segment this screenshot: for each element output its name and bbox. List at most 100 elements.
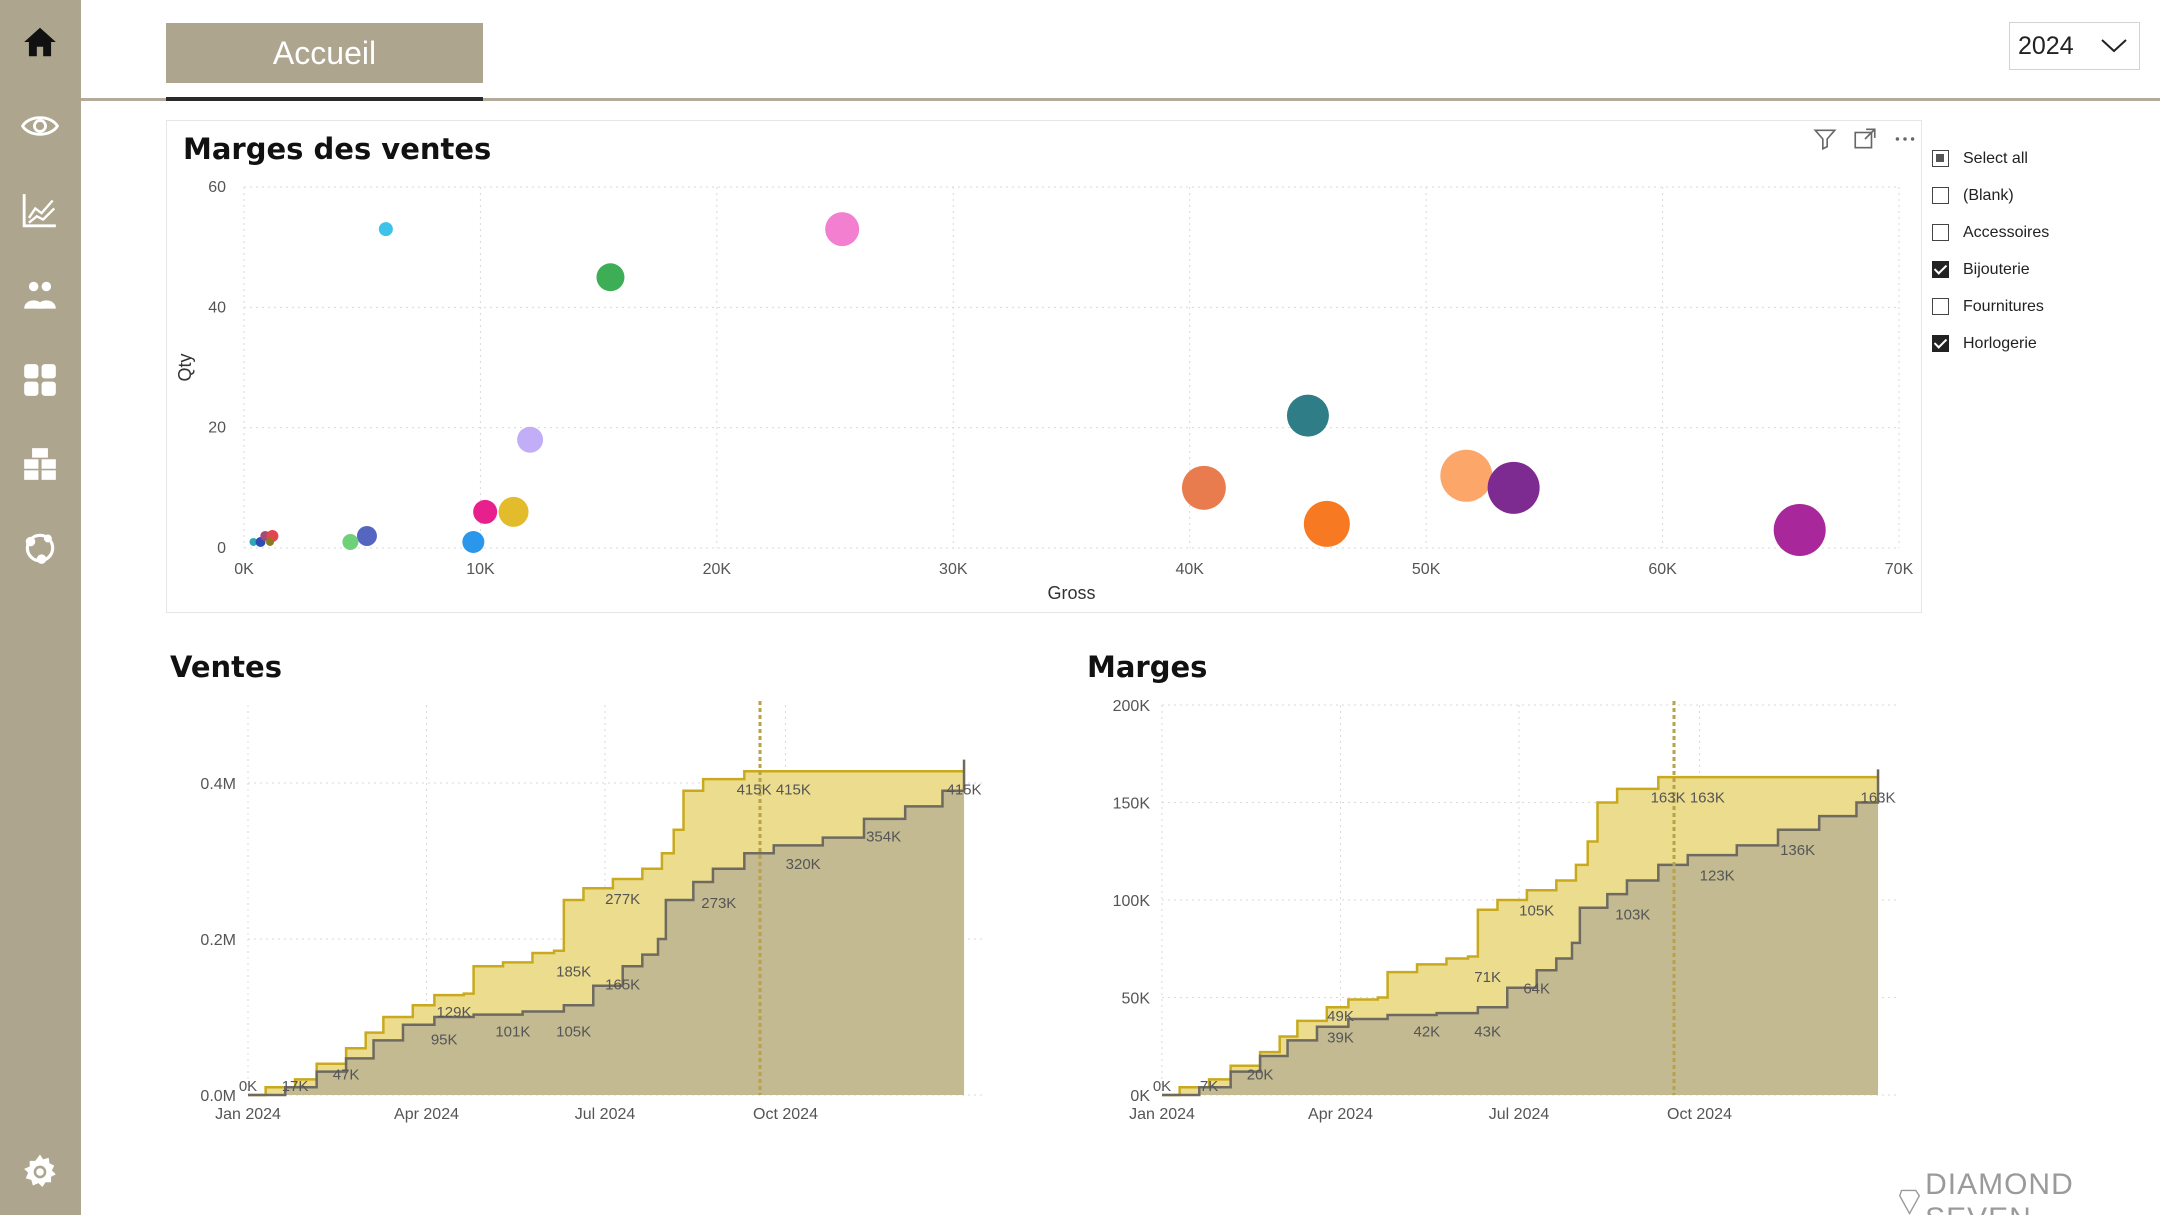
data-label: 101K xyxy=(495,1024,530,1041)
scatter-point xyxy=(266,537,275,546)
slicer-item-fournitures[interactable]: Fournitures xyxy=(1932,288,2152,325)
category-slicer: Select all (Blank) Accessoires Bijouteri… xyxy=(1932,140,2152,362)
lower-area xyxy=(248,759,965,1095)
home-icon[interactable] xyxy=(18,20,62,64)
filter-icon[interactable] xyxy=(1812,126,1838,152)
data-label: 103K xyxy=(1615,907,1650,924)
gear-icon[interactable] xyxy=(18,1150,62,1194)
network-icon[interactable] xyxy=(18,526,62,570)
focus-mode-icon[interactable] xyxy=(1852,126,1878,152)
header-divider xyxy=(81,98,2160,101)
x-axis-label: Gross xyxy=(1047,583,1095,603)
data-label: 320K xyxy=(786,856,821,873)
y-tick-label: 200K xyxy=(1113,698,1151,715)
people-icon[interactable] xyxy=(18,274,62,318)
x-tick-label: 40K xyxy=(1175,561,1204,578)
scatter-point xyxy=(825,212,860,247)
checkbox[interactable] xyxy=(1932,261,1949,278)
grid-icon[interactable] xyxy=(18,358,62,402)
data-label: 7K xyxy=(1200,1078,1218,1095)
brand-logo: DIAMOND SEVEN xyxy=(1898,1168,2160,1215)
marges-title: Marges xyxy=(1087,650,1208,684)
data-label: 20K xyxy=(1247,1066,1274,1083)
y-tick-label: 0.0M xyxy=(200,1088,236,1105)
checkbox[interactable] xyxy=(1932,224,1949,241)
scatter-card xyxy=(166,120,1922,613)
slicer-label: Horlogerie xyxy=(1963,334,2037,352)
checkbox[interactable] xyxy=(1932,150,1949,167)
x-tick-label: 0K xyxy=(234,561,254,578)
boxes-icon[interactable] xyxy=(18,442,62,486)
data-label: 277K xyxy=(605,891,640,908)
x-tick-label: 70K xyxy=(1885,561,1914,578)
slicer-item-horlogerie[interactable]: Horlogerie xyxy=(1932,325,2152,362)
data-label: 273K xyxy=(701,895,736,912)
scatter-point xyxy=(1181,465,1226,510)
y-tick-label: 0.2M xyxy=(200,932,236,949)
slicer-label: Fournitures xyxy=(1963,297,2044,315)
more-options-icon[interactable] xyxy=(1892,126,1918,152)
checkbox[interactable] xyxy=(1932,335,1949,352)
scatter-point xyxy=(1773,503,1826,556)
data-label: 163K xyxy=(1690,790,1725,807)
lower-series-line xyxy=(248,759,966,1097)
scatter-point xyxy=(1487,461,1540,514)
checkbox[interactable] xyxy=(1932,187,1949,204)
data-label: 47K xyxy=(333,1066,360,1083)
diamond-logo-icon xyxy=(1899,1189,1921,1215)
data-label: 105K xyxy=(556,1024,591,1041)
scatter-point xyxy=(249,537,258,546)
data-label: 39K xyxy=(1327,1029,1354,1046)
x-tick-label: Jul 2024 xyxy=(575,1106,636,1123)
slicer-item-select-all[interactable]: Select all xyxy=(1932,140,2152,177)
data-label: 105K xyxy=(1519,903,1554,920)
y-tick-label: 50K xyxy=(1122,991,1151,1008)
marges-chart: 0K 50K 100K 150K 200K Jan 2024 Apr 2024 Jul 202… xyxy=(1113,698,1900,1123)
data-label: 64K xyxy=(1523,981,1550,998)
x-tick-label: Apr 2024 xyxy=(394,1106,459,1123)
data-label: 123K xyxy=(1700,868,1735,885)
data-label: 95K xyxy=(431,1031,458,1048)
data-label: 185K xyxy=(556,963,591,980)
slicer-item-blank[interactable]: (Blank) xyxy=(1932,177,2152,214)
x-tick-label: Oct 2024 xyxy=(1667,1106,1732,1123)
line-chart-icon[interactable] xyxy=(18,188,62,232)
data-label: 415K xyxy=(737,782,772,799)
slicer-item-bijouterie[interactable]: Bijouterie xyxy=(1932,251,2152,288)
scatter-point xyxy=(356,525,377,546)
data-label: 42K xyxy=(1413,1024,1440,1041)
scatter-point xyxy=(473,499,498,524)
checkbox[interactable] xyxy=(1932,298,1949,315)
data-label: 17K xyxy=(282,1078,309,1095)
ventes-title: Ventes xyxy=(170,650,282,684)
year-dropdown[interactable]: 2024 xyxy=(2009,22,2140,70)
data-label: 415K xyxy=(947,782,982,799)
slicer-item-accessoires[interactable]: Accessoires xyxy=(1932,214,2152,251)
scatter-point xyxy=(1440,449,1493,502)
slicer-label: Bijouterie xyxy=(1963,260,2030,278)
data-label: 0K xyxy=(1153,1078,1171,1095)
data-label: 136K xyxy=(1780,842,1815,859)
scatter-point xyxy=(342,533,359,550)
data-label: 163K xyxy=(1861,790,1896,807)
sidebar-nav xyxy=(0,0,81,1215)
y-tick-label: 60 xyxy=(208,179,226,196)
data-label: 165K xyxy=(605,977,640,994)
scatter-point xyxy=(1286,394,1329,437)
x-tick-label: Jan 2024 xyxy=(1129,1106,1195,1123)
data-label: 354K xyxy=(866,829,901,846)
visual-toolbar xyxy=(1812,126,1918,152)
x-tick-label: Jan 2024 xyxy=(215,1106,281,1123)
data-label: 43K xyxy=(1474,1024,1501,1041)
x-tick-label: Apr 2024 xyxy=(1308,1106,1373,1123)
scatter-point xyxy=(596,263,625,292)
tab-active-indicator xyxy=(166,97,483,101)
slicer-label: Select all xyxy=(1963,149,2028,167)
data-label: 163K xyxy=(1651,790,1686,807)
scatter-point xyxy=(498,496,529,527)
eye-icon[interactable] xyxy=(18,104,62,148)
lower-area xyxy=(1162,769,1879,1095)
chevron-down-icon xyxy=(2101,39,2127,53)
y-tick-label: 150K xyxy=(1113,796,1151,813)
tab-accueil[interactable]: Accueil xyxy=(166,23,483,83)
